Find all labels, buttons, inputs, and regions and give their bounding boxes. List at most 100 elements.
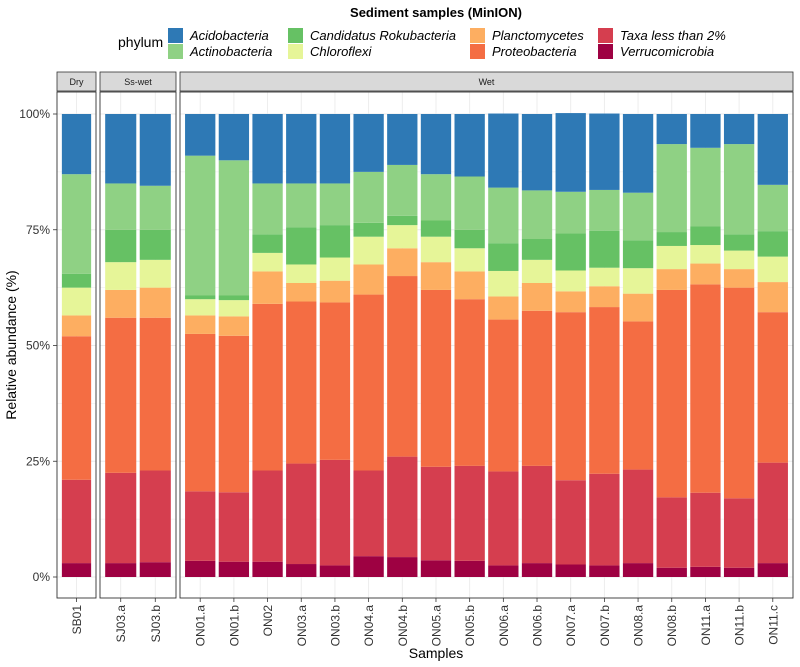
bar-segment-on11-b-candidatus-rokubacteria (723, 234, 755, 251)
legend-item-candidatus-rokubacteria: Candidatus Rokubacteria (288, 28, 456, 43)
bar-segment-sj03-b-candidatus-rokubacteria (139, 229, 171, 260)
bar-segment-sj03-a-planctomycetes (105, 289, 137, 318)
y-axis-title: Relative abundance (%) (3, 270, 19, 419)
y-tick-label: 100% (19, 107, 50, 121)
bar-segment-on06-b-chloroflexi (521, 259, 553, 283)
legend-item-chloroflexi: Chloroflexi (288, 44, 373, 59)
legend-swatch-acidobacteria (168, 28, 183, 43)
bar-segment-on11-c-verrucomicrobia (757, 563, 788, 577)
legend-label-proteobacteria: Proteobacteria (492, 44, 577, 59)
x-tick-label: ON08.b (665, 605, 679, 647)
bar-on11-a (690, 114, 721, 577)
x-tick-label: ON06.b (531, 605, 545, 647)
strip-label-dry: Dry (70, 77, 84, 87)
bar-segment-on03-a-chloroflexi (286, 264, 317, 283)
bar-segment-on02-candidatus-rokubacteria (252, 234, 283, 253)
bar-segment-on04-a-taxa-less-than-2 (353, 470, 384, 557)
bar-segment-on06-b-taxa-less-than-2 (521, 465, 553, 564)
bar-on07-b (589, 113, 620, 577)
x-tick-label: ON06.a (497, 605, 511, 647)
bar-segment-sj03-b-chloroflexi (139, 259, 171, 288)
bar-segment-on02-taxa-less-than-2 (252, 470, 283, 562)
bar-segment-on01-b-taxa-less-than-2 (218, 492, 250, 562)
bar-segment-on05-b-taxa-less-than-2 (454, 465, 485, 561)
bar-on08-b (656, 114, 687, 577)
bar-segment-on03-a-candidatus-rokubacteria (286, 227, 317, 265)
legend-swatch-actinobacteria (168, 44, 183, 59)
bar-segment-on04-b-acidobacteria (387, 114, 418, 165)
facet-ss-wet: Ss-wet SJ03.a SJ03.b (99, 71, 177, 643)
bar-segment-on03-b-proteobacteria (319, 302, 351, 460)
bar-segment-on02-chloroflexi (252, 252, 283, 272)
strip-ss-wet (99, 71, 177, 92)
bar-segment-on01-b-planctomycetes (218, 316, 250, 336)
bar-segment-on08-a-candidatus-rokubacteria (622, 240, 654, 269)
bar-segment-on04-a-proteobacteria (353, 294, 384, 471)
bar-segment-on11-b-verrucomicrobia (723, 567, 755, 577)
bar-segment-on11-c-proteobacteria (757, 312, 788, 463)
bar-segment-on11-a-taxa-less-than-2 (690, 492, 721, 567)
bar-segment-on01-b-candidatus-rokubacteria (218, 295, 250, 301)
bar-segment-on04-a-planctomycetes (353, 264, 384, 295)
x-tick-label: ON01.a (194, 605, 208, 647)
bar-segment-on05-a-proteobacteria (420, 289, 452, 467)
bar-segment-on05-a-planctomycetes (420, 262, 452, 290)
bar-segment-on11-c-actinobacteria (757, 184, 788, 232)
bar-sj03-a (105, 114, 137, 577)
bar-segment-on01-a-candidatus-rokubacteria (185, 295, 216, 300)
bar-segment-on05-a-acidobacteria (420, 114, 452, 175)
bar-segment-on03-a-taxa-less-than-2 (286, 463, 317, 565)
legend-label-planctomycetes: Planctomycetes (492, 28, 584, 43)
bar-segment-on03-b-chloroflexi (319, 257, 351, 281)
strip-label-ss-wet: Ss-wet (124, 77, 152, 87)
bar-segment-on08-b-chloroflexi (656, 245, 687, 270)
bar-segment-on07-b-candidatus-rokubacteria (589, 230, 620, 268)
bar-segment-on04-b-verrucomicrobia (387, 557, 418, 577)
legend-title: phylum (118, 34, 163, 50)
bar-segment-on01-b-verrucomicrobia (218, 561, 250, 577)
bar-on06-b (521, 114, 553, 577)
legend-item-acidobacteria: Acidobacteria (168, 28, 269, 43)
bar-segment-on06-a-chloroflexi (488, 270, 519, 297)
bar-on07-a (555, 113, 586, 577)
x-tick-label: SJ03.b (149, 605, 163, 643)
bar-segment-sb01-candidatus-rokubacteria (61, 273, 92, 288)
bar-segment-on06-a-proteobacteria (488, 319, 519, 472)
bar-segment-sj03-a-candidatus-rokubacteria (105, 229, 137, 263)
x-axis-title: Samples (409, 645, 463, 661)
bar-on11-c (757, 114, 788, 577)
legend-label-actinobacteria: Actinobacteria (189, 44, 272, 59)
bar-segment-on05-a-verrucomicrobia (420, 560, 452, 577)
bar-segment-on03-b-actinobacteria (319, 183, 351, 226)
legend-item-verrucomicrobia: Verrucomicrobia (598, 44, 714, 59)
bar-segment-on07-a-taxa-less-than-2 (555, 480, 586, 565)
bar-segment-on08-a-planctomycetes (622, 293, 654, 322)
bar-segment-on11-c-planctomycetes (757, 282, 788, 313)
bar-segment-on11-a-proteobacteria (690, 284, 721, 493)
bar-segment-on06-a-planctomycetes (488, 296, 519, 320)
bar-segment-on07-a-candidatus-rokubacteria (555, 233, 586, 271)
bar-segment-on11-c-candidatus-rokubacteria (757, 231, 788, 257)
bar-segment-on03-a-verrucomicrobia (286, 564, 317, 577)
bar-segment-sj03-a-proteobacteria (105, 317, 137, 473)
bar-segment-on06-b-candidatus-rokubacteria (521, 239, 553, 260)
bar-segment-on01-a-proteobacteria (185, 333, 216, 492)
bar-segment-on02-proteobacteria (252, 303, 283, 471)
bar-segment-on06-a-actinobacteria (488, 187, 519, 244)
bar-segment-on11-c-acidobacteria (757, 114, 788, 185)
bar-on04-b (387, 114, 418, 577)
bar-segment-sb01-actinobacteria (61, 174, 92, 274)
bar-segment-on05-a-chloroflexi (420, 236, 452, 263)
x-tick-label: ON11.c (766, 605, 780, 645)
legend-swatch-taxa-less-than-2 (598, 28, 613, 43)
legend-label-verrucomicrobia: Verrucomicrobia (620, 44, 714, 59)
bar-segment-on04-a-candidatus-rokubacteria (353, 222, 384, 237)
bar-segment-on06-b-proteobacteria (521, 310, 553, 466)
bar-segment-sj03-b-taxa-less-than-2 (139, 470, 171, 563)
bar-segment-on11-a-verrucomicrobia (690, 566, 721, 577)
bar-segment-on01-b-actinobacteria (218, 160, 250, 296)
bar-segment-on07-b-taxa-less-than-2 (589, 473, 620, 566)
bar-segment-on04-b-candidatus-rokubacteria (387, 215, 418, 226)
bar-segment-on11-a-candidatus-rokubacteria (690, 226, 721, 246)
